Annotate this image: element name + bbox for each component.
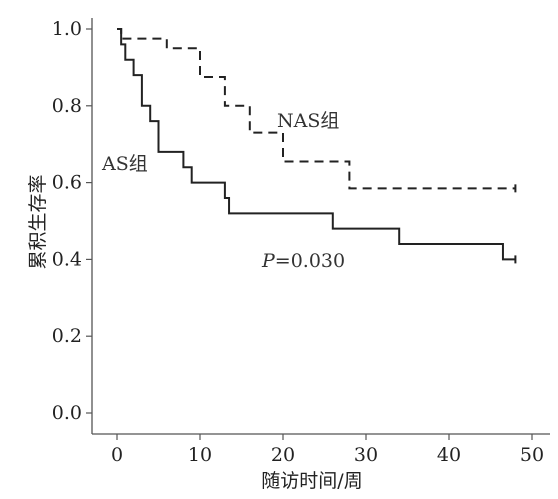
x-tick-label: 20 (271, 444, 295, 466)
annotation-as-group: AS组 (101, 153, 148, 175)
axes (91, 18, 550, 435)
annotation-p-value: P=0.030 (261, 250, 345, 272)
y-tick-label: 0.8 (52, 95, 82, 117)
y-tick-label: 0.4 (52, 248, 82, 270)
y-tick-label: 1.0 (52, 18, 82, 40)
annotation-nas-group: NAS组 (277, 110, 339, 132)
x-axis-title: 随访时间/周 (261, 470, 362, 492)
x-tick-label: 40 (437, 444, 461, 466)
p-symbol: P (261, 250, 276, 272)
tick-labels: 0.0 0.2 0.4 0.6 0.8 1.0 0 10 20 30 40 50 (52, 18, 544, 466)
p-value-text: =0.030 (275, 250, 345, 272)
y-axis-title: 累积生存率 (27, 174, 49, 269)
series-line-nas (117, 28, 516, 190)
survival-curves (117, 28, 517, 264)
x-tick-label: 10 (188, 444, 212, 466)
series-line-as (117, 28, 516, 261)
x-tick-label: 30 (354, 444, 378, 466)
x-tick-label: 50 (520, 444, 544, 466)
y-tick-label: 0.2 (52, 325, 82, 347)
tick-marks (86, 28, 533, 440)
y-tick-label: 0.0 (52, 402, 82, 424)
x-tick-label: 0 (111, 444, 123, 466)
y-tick-label: 0.6 (52, 172, 82, 194)
